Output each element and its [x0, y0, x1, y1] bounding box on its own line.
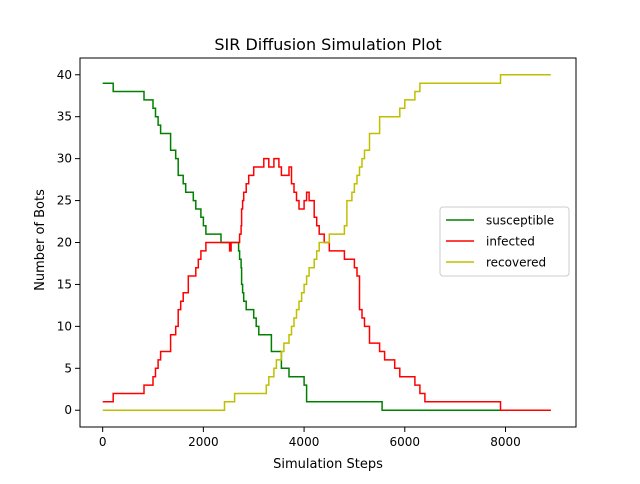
y-tick-label: 10	[57, 319, 72, 333]
x-tick-label: 6000	[390, 435, 421, 449]
series-line-recovered	[102, 74, 551, 411]
y-tick-label: 15	[57, 277, 72, 291]
y-tick-label: 0	[64, 403, 72, 417]
legend-label-recovered: recovered	[486, 256, 546, 270]
y-tick-label: 40	[57, 68, 72, 82]
x-tick-label: 4000	[289, 435, 320, 449]
x-tick-label: 0	[99, 435, 107, 449]
x-tick-label: 2000	[188, 435, 219, 449]
x-axis-label: Simulation Steps	[273, 457, 383, 472]
y-tick-label: 30	[57, 152, 72, 166]
y-axis-label: Number of Bots	[33, 189, 48, 291]
y-tick-label: 5	[64, 361, 72, 375]
legend: susceptible infected recovered	[439, 206, 570, 277]
legend-label-susceptible: susceptible	[486, 214, 554, 228]
x-tick-label: 8000	[490, 435, 521, 449]
chart-title: SIR Diffusion Simulation Plot	[214, 35, 441, 54]
legend-label-infected: infected	[486, 235, 535, 249]
legend-box	[439, 206, 570, 277]
series-line-susceptible	[102, 82, 551, 411]
y-tick-label: 35	[57, 110, 72, 124]
y-tick-label: 25	[57, 194, 72, 208]
y-tick-label: 20	[57, 236, 72, 250]
plot-area: 0 2000 4000 6000 8000 0 5 10 15 20 25 30 35 40	[57, 57, 577, 449]
series-line-infected	[102, 157, 551, 411]
